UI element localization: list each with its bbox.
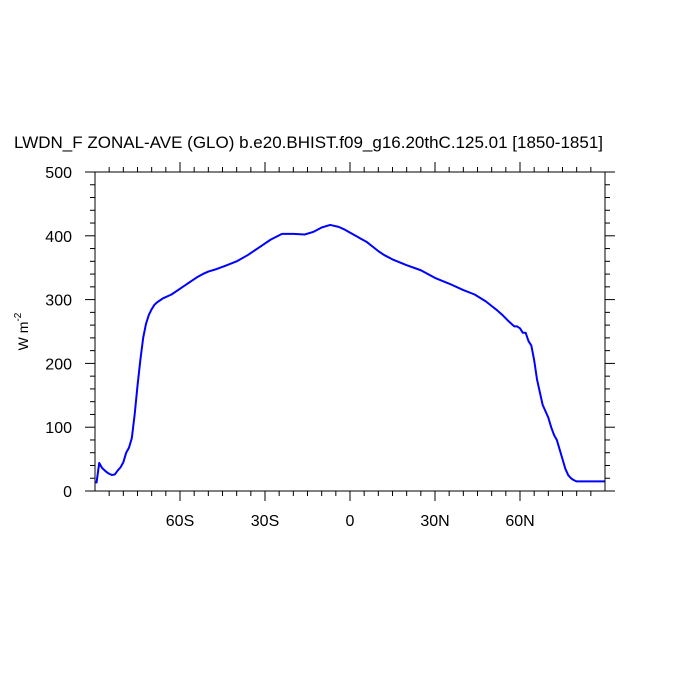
series-line: [95, 223, 605, 484]
y-axis-label-text: W m: [15, 322, 31, 351]
y-tick-label: 300: [45, 293, 72, 310]
x-tick-label: 30S: [251, 513, 279, 530]
y-tick-label: 0: [63, 484, 72, 501]
x-tick-label: 0: [346, 513, 355, 530]
y-tick-label: 200: [45, 356, 72, 373]
y-axis-label: W m-2: [13, 312, 31, 350]
y-tick-label: 100: [45, 420, 72, 437]
x-tick-label: 30N: [420, 513, 449, 530]
y-tick-label: 400: [45, 229, 72, 246]
chart-title: LWDN_F ZONAL-AVE (GLO) b.e20.BHIST.f09_g…: [14, 133, 603, 152]
x-tick-label: 60N: [505, 513, 534, 530]
plot-frame: [94, 171, 606, 492]
y-tick-label: 500: [45, 165, 72, 182]
y-axis-label-exponent: -2: [13, 312, 24, 321]
plot-axes: 60S 30S 0 30N 60N 0 100 200 300 400 500: [45, 162, 615, 530]
x-tick-label: 60S: [166, 513, 194, 530]
svg-text:W m-2: W m-2: [13, 312, 31, 350]
